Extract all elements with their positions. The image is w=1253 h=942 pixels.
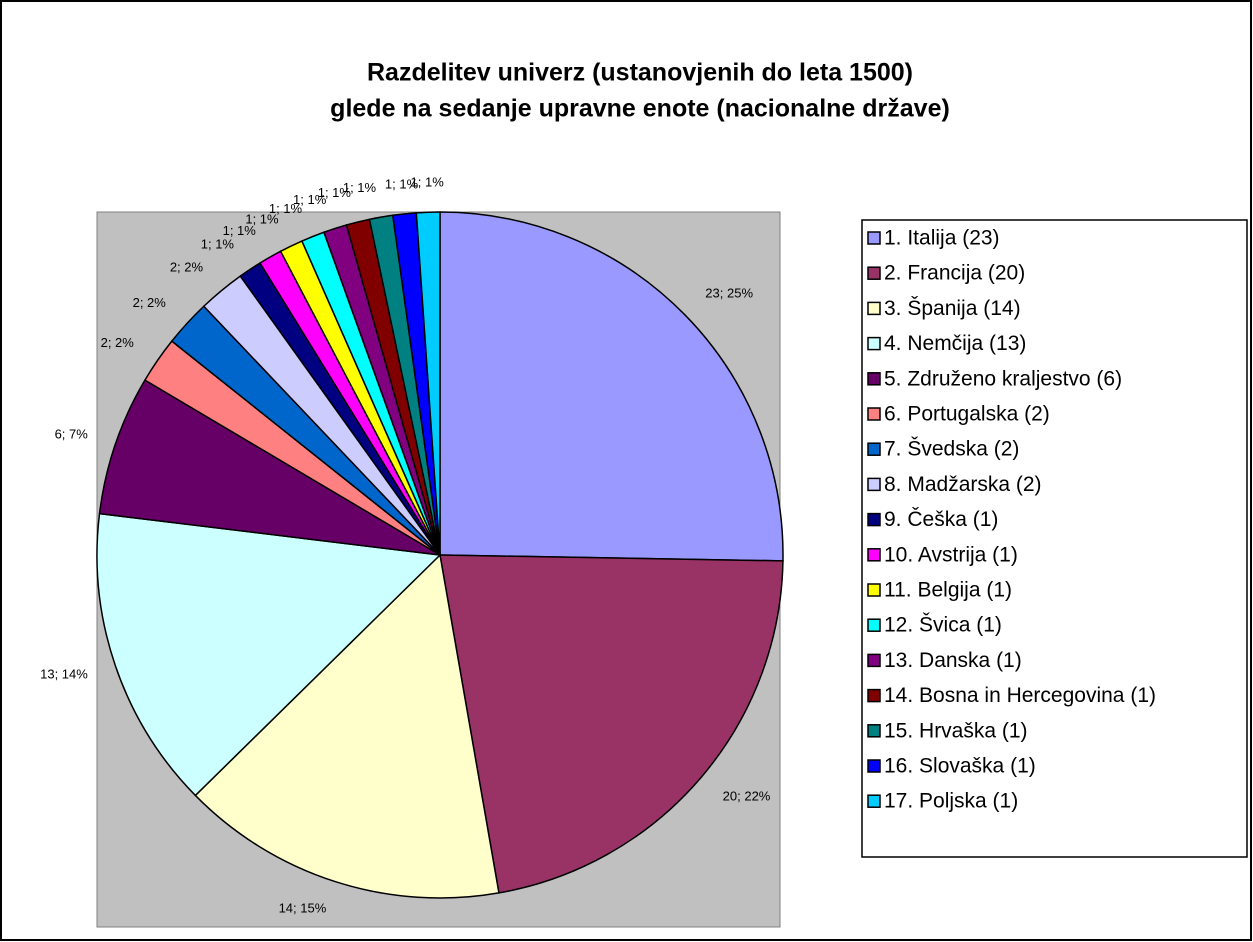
legend-swatch [867,266,881,280]
legend-label: 4. Nemčija (13) [884,332,1026,355]
data-label: 1; 1% [385,176,419,191]
pie-slice [439,554,784,894]
data-label: 6; 7% [55,427,89,442]
legend-label: 15. Hrvaška (1) [884,719,1028,742]
data-label: 1; 1% [318,185,352,200]
chart-title: Razdelitev univerz (ustanovjenih do leta… [367,59,913,87]
legend-swatch [867,372,881,386]
legend-swatch [867,794,881,808]
legend-swatch [867,477,881,492]
pie-slice [194,553,500,899]
data-label: 1; 1% [245,211,279,226]
legend-box [861,219,1248,858]
legend-label: 9. Češka (1) [884,508,998,531]
legend-swatch [867,301,881,316]
chart-title: glede na sedanje upravne enote (nacional… [330,95,950,123]
data-label: 2; 2% [101,335,135,350]
legend-label: 8. Madžarska (2) [884,473,1042,496]
legend-label: 14. Bosna in Hercegovina (1) [884,684,1156,707]
legend-label: 2. Francija (20) [884,262,1025,285]
legend-label: 1. Italija (23) [884,227,1000,250]
pie-slice [98,379,441,556]
legend-swatch [867,688,881,703]
legend-swatch [867,618,881,632]
data-label: 14; 15% [279,901,327,916]
legend-swatch [867,548,881,562]
legend-label: 3. Španija (14) [884,297,1021,320]
data-label: 13; 14% [40,666,88,681]
legend-swatch [867,583,881,597]
legend-swatch [867,407,881,421]
data-label: 23; 25% [705,286,753,301]
legend-swatch [867,512,881,527]
data-label: 2; 2% [133,295,167,310]
data-label: 1; 1% [411,175,445,190]
pie-slice [439,211,784,562]
legend-label: 10. Avstrija (1) [884,543,1018,566]
data-label: 1; 1% [293,192,327,207]
legend-label: 11. Belgija (1) [884,579,1012,602]
legend-label: 7. Švedska (2) [884,438,1019,461]
data-label: 1; 1% [201,237,235,252]
data-label: 1; 1% [343,180,377,195]
pie-slice [415,211,441,556]
data-label: 1; 1% [223,223,257,238]
legend-swatch [867,442,881,456]
pie-slice [96,512,442,797]
legend-swatch [867,724,881,738]
legend-swatch [867,653,881,668]
legend-swatch [867,231,881,245]
legend-label: 5. Združeno kraljestvo (6) [884,367,1122,390]
legend-label: 13. Danska (1) [884,649,1022,672]
data-label: 1; 1% [269,201,303,216]
legend-label: 12. Švica (1) [884,614,1002,637]
legend-swatch [867,759,881,773]
legend-label: 16. Slovaška (1) [884,755,1036,778]
data-label: 2; 2% [170,260,204,275]
legend-label: 17. Poljska (1) [884,790,1018,813]
legend-label: 6. Portugalska (2) [884,403,1050,426]
legend-swatch [867,336,881,351]
data-label: 20; 22% [723,788,771,803]
